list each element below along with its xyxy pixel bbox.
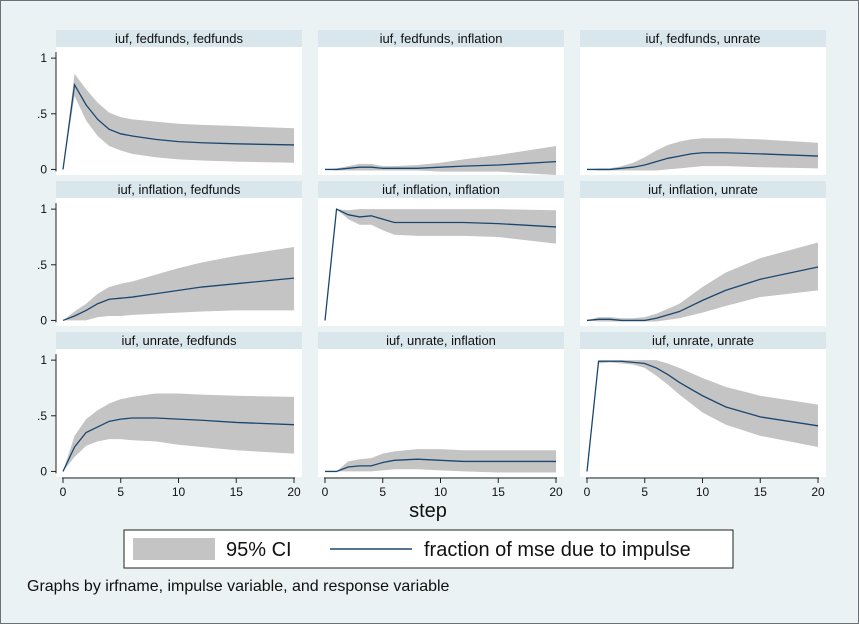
x-tick-label: 10	[696, 485, 710, 499]
legend-ci-swatch	[133, 538, 215, 560]
mse-line	[62, 82, 295, 170]
x-tick-label: 5	[379, 485, 386, 499]
y-tick-label: 1	[40, 51, 47, 65]
x-tick-label: 20	[811, 485, 825, 499]
panel-strip	[580, 30, 826, 47]
x-tick-label: 0	[584, 485, 591, 499]
ci-band	[63, 246, 294, 321]
panel-title: iuf, inflation, unrate	[648, 182, 758, 197]
panel-title: iuf, unrate, unrate	[652, 333, 754, 348]
panel-strip	[56, 332, 302, 349]
x-tick-label: 5	[641, 485, 648, 499]
x-tick-label: 0	[322, 485, 329, 499]
legend-line-label: fraction of mse due to impulse	[424, 539, 691, 561]
legend-box	[123, 529, 734, 569]
panel-9: iuf, unrate, unrate 0 5 10 15 20	[580, 332, 826, 499]
x-tick-label: 15	[492, 485, 506, 499]
panel-title: iuf, unrate, fedfunds	[122, 333, 237, 348]
mse-line	[325, 160, 557, 171]
ci-band	[63, 393, 294, 472]
x-tick-label: 0	[60, 485, 67, 499]
panel-strip	[318, 332, 564, 349]
legend: 95% CI fraction of mse due to impulse	[123, 529, 734, 569]
x-tick-label: 15	[230, 485, 244, 499]
mse-line	[325, 458, 556, 473]
panel-title: iuf, inflation, inflation	[382, 182, 500, 197]
y-tick-label: .5	[37, 409, 47, 423]
y-tick-label: .5	[37, 107, 47, 121]
y-tick-label: .5	[37, 258, 47, 272]
ci-band	[587, 360, 818, 472]
y-tick-label: 0	[40, 464, 47, 478]
y-tick-label: 0	[40, 162, 47, 176]
panel-5: iuf, inflation, inflation	[318, 181, 564, 326]
panel-1: iuf, fedfunds, fedfunds 0 .5 1	[37, 30, 302, 176]
legend-ci-label: 95% CI	[226, 539, 292, 561]
ci-band	[325, 209, 556, 321]
x-tick-label: 15	[754, 485, 768, 499]
panel-8: iuf, unrate, inflation 0 5 10 15 20	[318, 332, 564, 499]
y-tick-label: 0	[40, 313, 47, 327]
panel-title: iuf, unrate, inflation	[386, 333, 496, 348]
panel-3: iuf, fedfunds, unrate	[580, 30, 826, 175]
panel-title: iuf, fedfunds, inflation	[380, 31, 503, 46]
mse-line	[62, 417, 295, 472]
mse-line	[324, 208, 557, 321]
panel-2: iuf, fedfunds, inflation	[318, 30, 564, 175]
panel-title: iuf, fedfunds, fedfunds	[115, 31, 243, 46]
x-tick-label: 10	[172, 485, 186, 499]
x-tick-label: 5	[117, 485, 124, 499]
graph-note: Graphs by irfname, impulse variable, and…	[27, 578, 450, 595]
panel-6: iuf, inflation, unrate	[580, 181, 826, 326]
panel-strip	[318, 181, 564, 198]
ci-band	[587, 138, 818, 171]
x-axis-title: step	[409, 500, 447, 522]
ci-band	[587, 242, 818, 322]
ci-band	[63, 73, 294, 170]
x-tick-label: 20	[549, 485, 563, 499]
y-tick-label: 1	[40, 202, 47, 216]
panel-strip	[318, 30, 564, 47]
panel-title: iuf, fedfunds, unrate	[646, 31, 761, 46]
mse-line	[587, 152, 819, 171]
panel-strip	[580, 181, 826, 198]
mse-line	[586, 266, 819, 322]
panel-strip	[56, 181, 302, 198]
x-tick-label: 20	[287, 485, 301, 499]
panel-strip	[56, 30, 302, 47]
panel-4: iuf, inflation, fedfunds 0 .5 1	[37, 181, 302, 327]
y-tick-label: 1	[40, 353, 47, 367]
panel-title: iuf, inflation, fedfunds	[118, 182, 241, 197]
mse-line	[586, 360, 819, 472]
x-tick-label: 10	[434, 485, 448, 499]
panel-strip	[580, 332, 826, 349]
mse-line	[62, 277, 295, 322]
